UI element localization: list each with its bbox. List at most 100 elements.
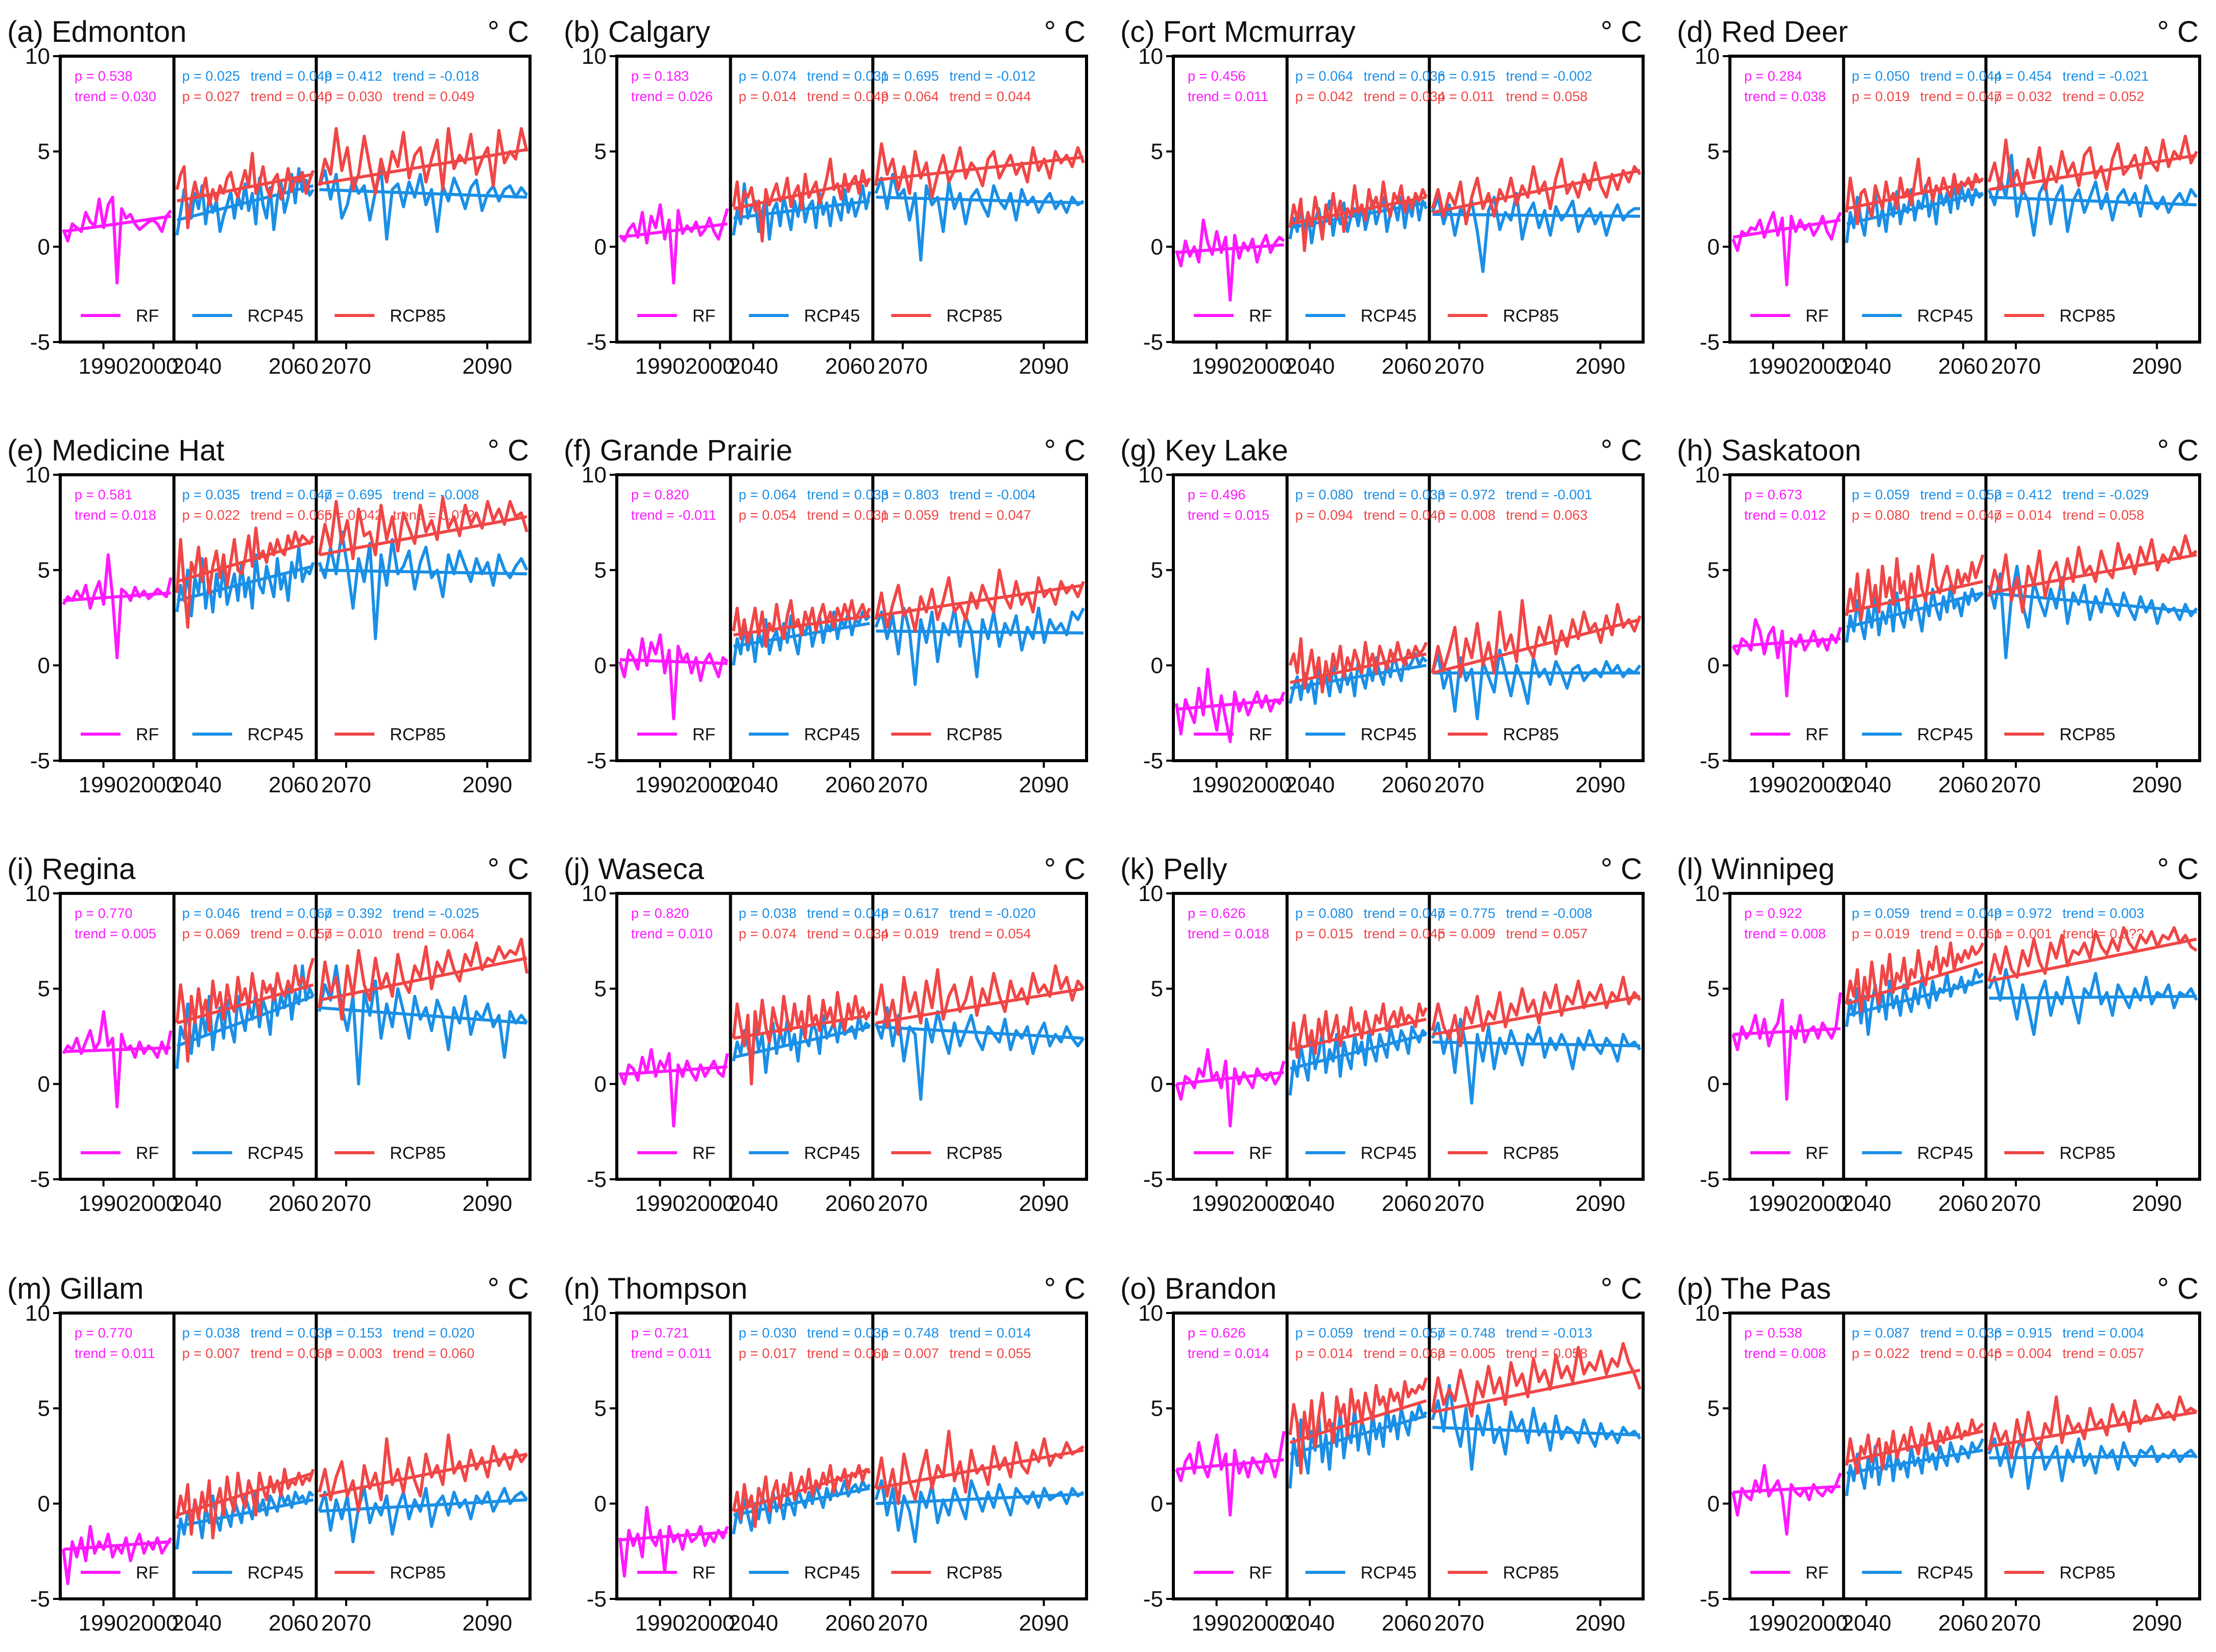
stat-trend: trend = 0.034 [1364,89,1446,104]
series-line-rcp85-late [1431,157,1642,226]
y-tick-label: 0 [38,1072,50,1097]
stat-p: p = 0.183 [631,68,689,84]
y-tick-label: -5 [1143,1587,1163,1612]
series-line-rcp85 [175,1468,315,1540]
stat-trend: trend = 0.058 [1506,89,1587,104]
stat-trend: trend = 0.054 [949,926,1031,941]
plot-frame [1728,892,2201,1181]
series-line-rcp45 [175,545,315,618]
x-tick-label: 2000 [1798,772,1848,797]
legend-label-rcp85: RCP85 [1503,1144,1559,1163]
panel-title: (j) Waseca [564,853,705,886]
stat-p: p = 0.032 [1994,89,2052,104]
x-tick-label: 2000 [1798,354,1848,379]
y-tick-label: 10 [1138,1301,1163,1326]
trend-line-rcp85 [733,1013,870,1040]
y-tick-label: 0 [1707,1072,1720,1097]
stat-trend: trend = 0.060 [393,1346,474,1361]
series-line-rcp85 [175,526,315,629]
x-tick-label: 2060 [1382,772,1432,797]
x-tick-label: 1990 [1748,1191,1798,1216]
series-line-rcp85 [732,599,872,648]
legend-label-rf: RF [1249,1563,1272,1583]
stat-trend: trend = 0.011 [75,1346,155,1361]
y-tick-label: -5 [587,748,607,773]
stat-p: p = 0.019 [1852,926,1910,941]
panel-title: (d) Red Deer [1677,15,1848,48]
series-line-rcp45 [1288,1025,1428,1096]
stat-p: p = 0.064 [1295,68,1353,84]
x-tick-label: 2040 [728,772,778,797]
stat-p: p = 0.008 [1437,507,1495,523]
y-tick-label: 10 [582,1301,607,1326]
stat-trend: trend = 0.033 [1364,487,1446,502]
stat-trend: trend = -0.008 [1506,906,1592,921]
trend-line-rcp85 [733,178,871,210]
panel-title: (f) Grande Prairie [564,434,792,467]
x-tick-label: 2000 [1798,1611,1848,1636]
legend-label-rcp45: RCP45 [1917,1144,1973,1163]
y-tick-label: 0 [594,234,607,259]
x-tick-label: 2060 [269,354,319,379]
trend-line-rcp85-late [319,956,527,1002]
y-tick-label: 10 [1695,1301,1720,1326]
x-tick-label: 2040 [1285,772,1335,797]
stat-p: p = 0.456 [1188,68,1245,84]
stat-trend: trend = 0.057 [1364,1325,1446,1341]
unit-label: ° C [1601,434,1642,467]
unit-label: ° C [1044,434,1086,467]
series-line-rf [1175,667,1286,743]
legend-label-rcp85: RCP85 [2059,725,2115,744]
x-tick-label: 2000 [1242,1191,1292,1216]
series-line-rcp45-late [318,167,528,241]
y-tick-label: -5 [587,1167,607,1192]
legend-label-rcp85: RCP85 [946,1563,1002,1583]
legend-label-rcp45: RCP45 [1917,1563,1973,1583]
plot-frame [1728,473,2201,762]
trend-line-rcp45 [1846,191,1984,226]
stat-trend: trend = 0.061 [1920,926,2002,941]
stat-p: p = 0.087 [1852,1325,1910,1341]
stat-p: p = 0.003 [324,1346,382,1361]
x-tick-label: 1990 [635,1611,685,1636]
stat-p: p = 0.775 [1437,906,1495,921]
stat-p: p = 0.004 [1994,1346,2052,1361]
series-line-rcp85-late [318,937,528,1021]
stat-trend: trend = 0.004 [2062,1325,2144,1341]
trend-line-rcp45 [1289,1033,1427,1071]
trend-line-rcp45-late [876,1025,1084,1040]
stat-p: p = 0.064 [739,487,797,502]
stat-trend: trend = -0.004 [949,487,1035,502]
x-tick-label: 2060 [269,1611,319,1636]
plot-frame [1172,1311,1645,1600]
trend-line-rcp85-late [1432,1369,1641,1414]
y-tick-label: -5 [1143,1167,1163,1192]
x-tick-label: 2070 [1434,772,1484,797]
stat-trend: trend = 0.057 [2062,1346,2144,1361]
stat-trend: trend = 0.014 [1188,1346,1269,1361]
stat-p: p = 0.025 [182,68,240,84]
stat-p: p = 0.042 [324,507,382,523]
series-line-rf [1731,618,1842,698]
stat-p: p = 0.030 [324,89,382,104]
x-tick-label: 2040 [1841,1611,1891,1636]
stat-trend: trend = 0.058 [1506,1346,1587,1361]
stat-trend: trend = 0.008 [1744,1346,1826,1361]
trend-line-rcp45 [733,1025,871,1059]
trend-line-rcp45 [1289,1414,1427,1456]
stat-trend: trend = 0.049 [393,89,474,104]
x-tick-label: 2060 [269,772,319,797]
x-tick-label: 2090 [462,1611,512,1636]
stat-p: p = 0.820 [631,906,689,921]
x-tick-label: 2090 [2132,354,2182,379]
legend-label-rcp85: RCP85 [1503,725,1559,744]
panel-title: (i) Regina [7,853,136,886]
trend-line-rcp85 [1846,178,1984,210]
stat-trend: trend = -0.029 [2062,487,2149,502]
series-line-rcp85-late [874,1429,1085,1505]
stat-trend: trend = 0.030 [75,89,156,104]
stat-trend: trend = 0.055 [949,1346,1031,1361]
stat-trend: trend = 0.018 [1188,926,1269,941]
unit-label: ° C [1044,1272,1086,1305]
